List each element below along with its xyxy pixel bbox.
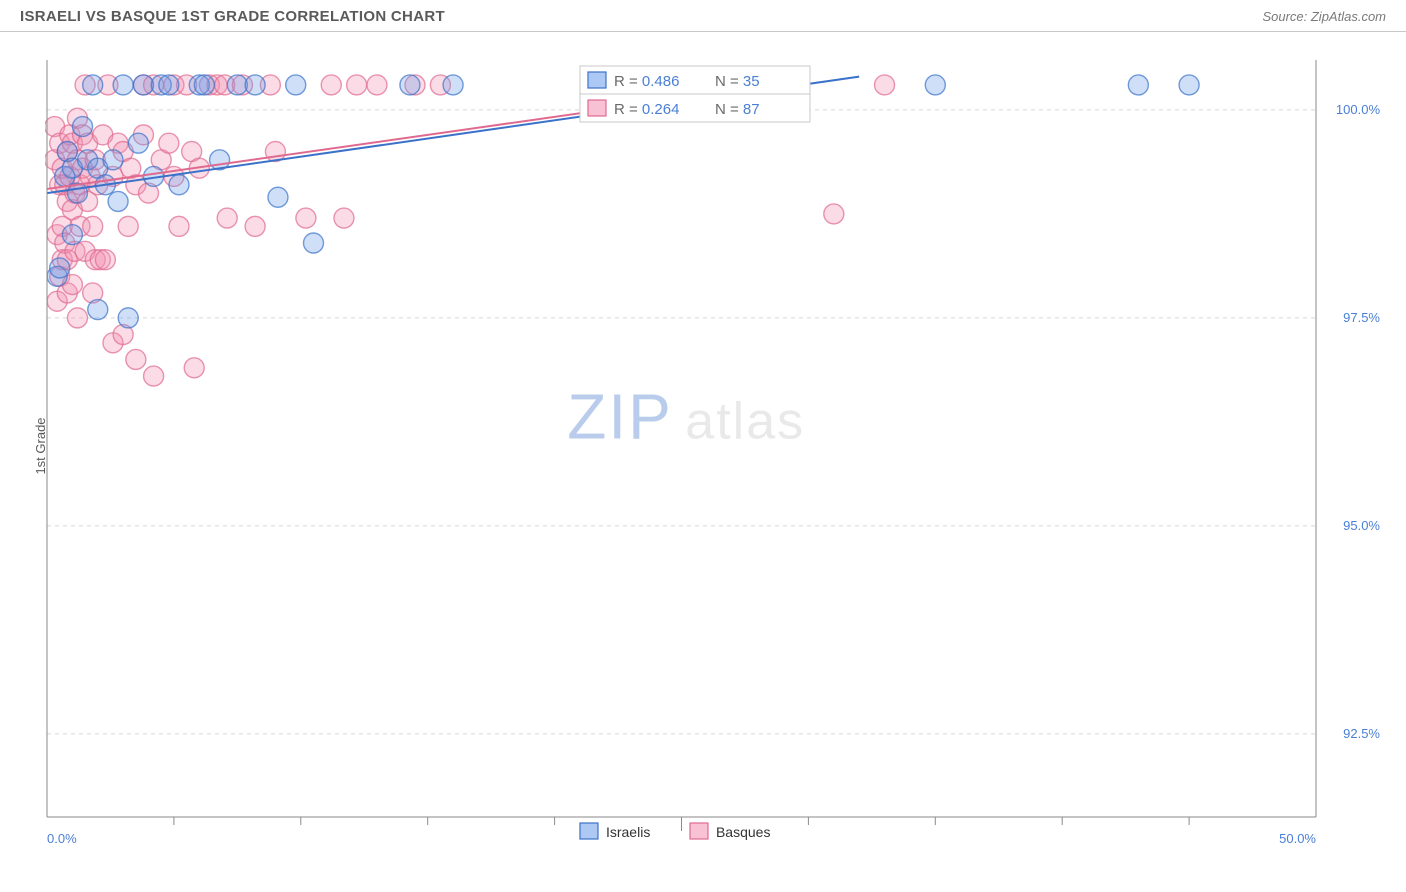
data-point: [169, 216, 189, 236]
watermark-atlas: atlas: [685, 393, 805, 451]
data-point: [133, 75, 153, 95]
x-min-label: 0.0%: [47, 831, 77, 846]
svg-text:R = 0.264: R = 0.264: [614, 101, 679, 118]
data-point: [875, 75, 895, 95]
data-point: [303, 233, 323, 253]
data-point: [50, 258, 70, 278]
correlation-stats-box: R = 0.486 N = 35 R = 0.264 N = 87: [580, 66, 810, 122]
legend-label: Basques: [716, 824, 770, 840]
legend-swatch: [580, 823, 598, 839]
data-point: [245, 216, 265, 236]
source-attribution: Source: ZipAtlas.com: [1262, 9, 1386, 24]
legend-swatch: [588, 100, 606, 116]
data-point: [824, 204, 844, 224]
data-point: [126, 349, 146, 369]
data-point: [67, 308, 87, 328]
svg-text:N = 35: N = 35: [715, 73, 760, 90]
data-point: [118, 216, 138, 236]
scatter-chart-svg: ZIPatlas 92.5% 95.0% 97.5% 100.0% 0.0% 50.0% R …: [45, 55, 1386, 847]
legend: Israelis Basques: [580, 823, 770, 840]
data-point: [227, 75, 247, 95]
data-point: [334, 208, 354, 228]
data-point: [159, 133, 179, 153]
data-point: [245, 75, 265, 95]
data-point: [108, 191, 128, 211]
data-point: [194, 75, 214, 95]
legend-label: Israelis: [606, 824, 650, 840]
data-point: [347, 75, 367, 95]
watermark-zip: ZIP: [567, 381, 673, 453]
data-point: [95, 250, 115, 270]
legend-swatch: [690, 823, 708, 839]
data-point: [1179, 75, 1199, 95]
data-point: [217, 208, 237, 228]
data-point: [925, 75, 945, 95]
data-point: [321, 75, 341, 95]
legend-swatch: [588, 72, 606, 88]
chart-title: ISRAELI VS BASQUE 1ST GRADE CORRELATION …: [20, 8, 445, 25]
data-point: [367, 75, 387, 95]
y-tick-label: 95.0%: [1343, 518, 1380, 533]
data-point: [1128, 75, 1148, 95]
data-point: [73, 117, 93, 137]
data-point: [144, 366, 164, 386]
x-max-label: 50.0%: [1279, 831, 1316, 846]
data-point: [128, 133, 148, 153]
svg-text:R = 0.486: R = 0.486: [614, 73, 679, 90]
svg-text:N = 87: N = 87: [715, 101, 760, 118]
data-point: [88, 300, 108, 320]
data-point: [443, 75, 463, 95]
y-tick-label: 92.5%: [1343, 726, 1380, 741]
data-point: [103, 150, 123, 170]
data-point: [268, 187, 288, 207]
data-point: [169, 175, 189, 195]
data-point: [400, 75, 420, 95]
data-point: [296, 208, 316, 228]
data-point: [286, 75, 306, 95]
data-point: [62, 225, 82, 245]
data-point: [113, 75, 133, 95]
data-point: [118, 308, 138, 328]
y-tick-label: 97.5%: [1343, 310, 1380, 325]
chart-area: ZIPatlas 92.5% 95.0% 97.5% 100.0% 0.0% 50.0% R …: [45, 55, 1386, 847]
data-point: [159, 75, 179, 95]
y-tick-label: 100.0%: [1336, 102, 1381, 117]
data-point: [83, 216, 103, 236]
data-point: [184, 358, 204, 378]
data-point: [83, 75, 103, 95]
